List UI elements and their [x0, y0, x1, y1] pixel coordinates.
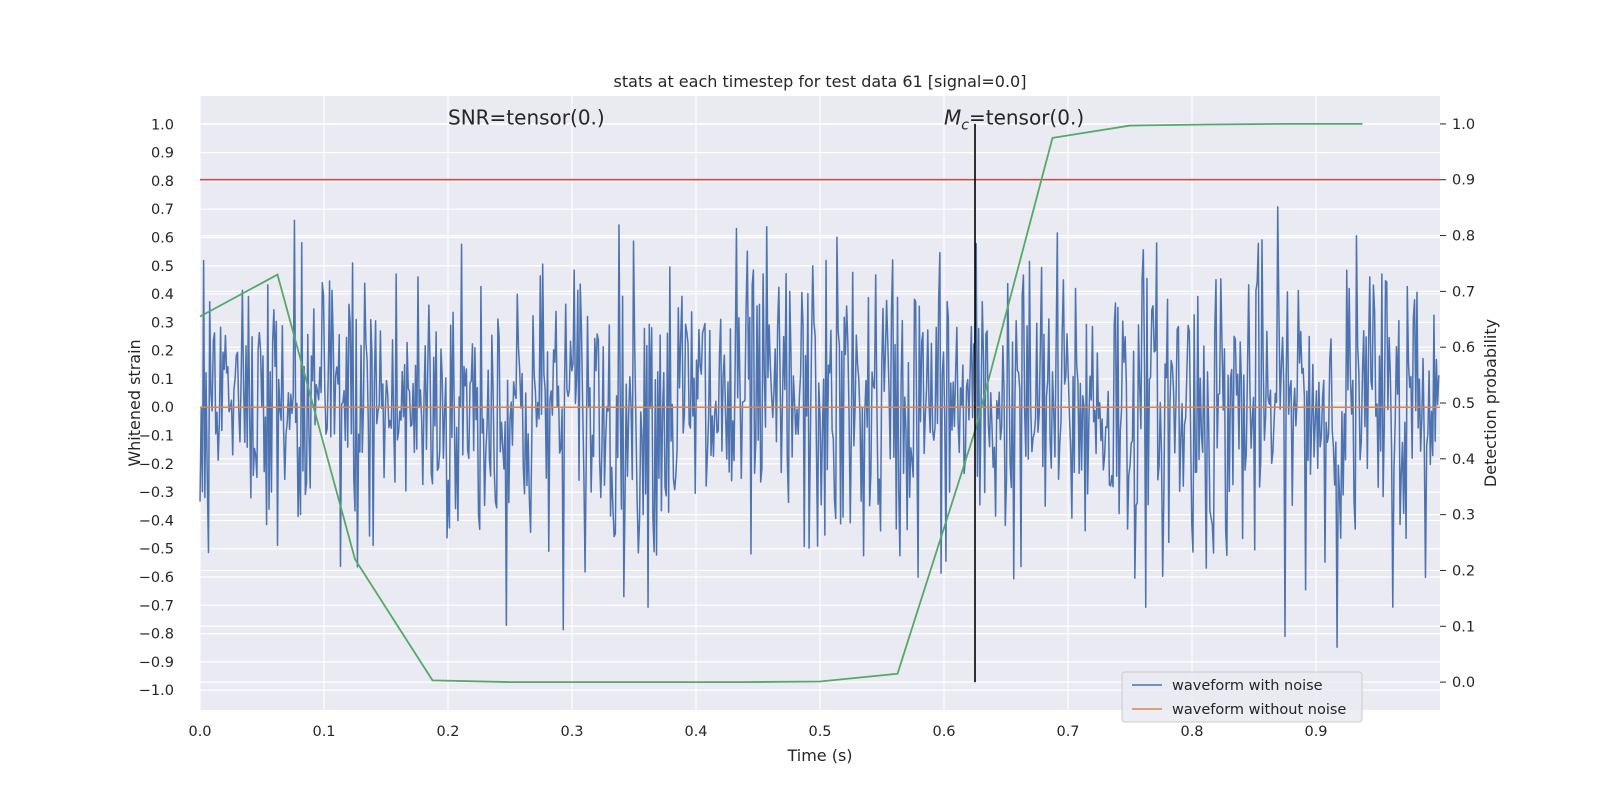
y-tick-label: −0.6: [139, 570, 174, 586]
x-tick-label: 0.7: [1056, 724, 1079, 740]
y-right-tick-label: 0.5: [1452, 396, 1475, 412]
x-tick-label: 0.2: [436, 724, 459, 740]
y-axis-label: Whitened strain: [125, 339, 144, 466]
y-right-tick-label: 0.4: [1452, 452, 1475, 468]
left-tick-labels: 1.0 0.9 0.8 0.7 0.6 0.5 0.4 0.3 0.2 0.1 0.0 −0.1 −0.…: [139, 117, 174, 699]
x-tick-label: 0.1: [312, 724, 335, 740]
x-tick-label: 0.6: [932, 724, 955, 740]
x-tick-labels: 0.0 0.1 0.2 0.3 0.4 0.5 0.6 0.7 0.8 0.9: [188, 724, 1327, 740]
y-tick-label: 0.4: [151, 287, 174, 303]
legend-box: [1121, 671, 1363, 723]
y-right-tick-label: 1.0: [1452, 117, 1475, 133]
y-tick-label: −1.0: [139, 683, 174, 699]
y-tick-label: −0.4: [139, 513, 174, 529]
y-tick-label: 0.3: [151, 315, 174, 331]
y-right-tick-label: 0.3: [1452, 508, 1475, 524]
legend: waveform with noise waveform without noi…: [1121, 671, 1363, 723]
y-tick-label: 0.8: [151, 174, 174, 190]
snr-annotation: SNR=tensor(0.): [448, 105, 605, 129]
y-tick-label: 0.2: [151, 344, 174, 360]
y-tick-label: 0.5: [151, 259, 174, 275]
y-right-tick-label: 0.2: [1452, 563, 1475, 579]
x-tick-label: 0.0: [188, 724, 211, 740]
y-tick-label: 0.0: [151, 400, 174, 416]
mc-annotation: Mc=tensor(0.): [944, 105, 1084, 133]
mc-rest: =tensor(0.): [969, 105, 1084, 129]
y-right-tick-label: 0.8: [1452, 229, 1475, 245]
y-right-tick-label: 0.7: [1452, 284, 1475, 300]
mc-symbol: M: [944, 105, 961, 129]
y-right-tick-label: 0.9: [1452, 173, 1475, 189]
mc-subscript: c: [961, 117, 969, 133]
legend-label-clean: waveform without noise: [1172, 702, 1346, 718]
y-tick-label: −0.5: [139, 542, 174, 558]
y-tick-label: −0.7: [139, 598, 174, 614]
legend-label-noise: waveform with noise: [1172, 678, 1323, 694]
y-tick-label: −0.2: [139, 457, 174, 473]
series-layer: [199, 123, 1440, 683]
x-tick-label: 0.9: [1304, 724, 1327, 740]
y-right-tick-label: 0.0: [1452, 675, 1475, 691]
y-tick-label: 0.7: [151, 202, 174, 218]
y-tick-label: −0.1: [139, 429, 174, 445]
right-tick-labels: 1.0 0.9 0.8 0.7 0.6 0.5 0.4 0.3 0.2 0.1 0.0: [1440, 117, 1475, 691]
x-tick-label: 0.4: [684, 724, 707, 740]
y-axis-label-right: Detection probability: [1481, 319, 1500, 487]
y-tick-label: 0.1: [151, 372, 174, 388]
y-right-tick-label: 0.6: [1452, 340, 1475, 356]
series-detection-probability: [199, 123, 1363, 683]
x-tick-label: 0.8: [1180, 724, 1203, 740]
chart-title: stats at each timestep for test data 61 …: [614, 72, 1027, 91]
x-tick-label: 0.5: [808, 724, 831, 740]
x-tick-label: 0.3: [560, 724, 583, 740]
x-axis-label: Time (s): [786, 746, 852, 765]
y-right-tick-label: 0.1: [1452, 619, 1475, 635]
y-tick-label: 0.6: [151, 230, 174, 246]
y-tick-label: 0.9: [151, 146, 174, 162]
y-tick-label: −0.3: [139, 485, 174, 501]
y-tick-label: 1.0: [151, 117, 174, 133]
y-tick-label: −0.9: [139, 655, 174, 671]
y-tick-label: −0.8: [139, 627, 174, 643]
series-waveform-with-noise: [199, 206, 1440, 649]
